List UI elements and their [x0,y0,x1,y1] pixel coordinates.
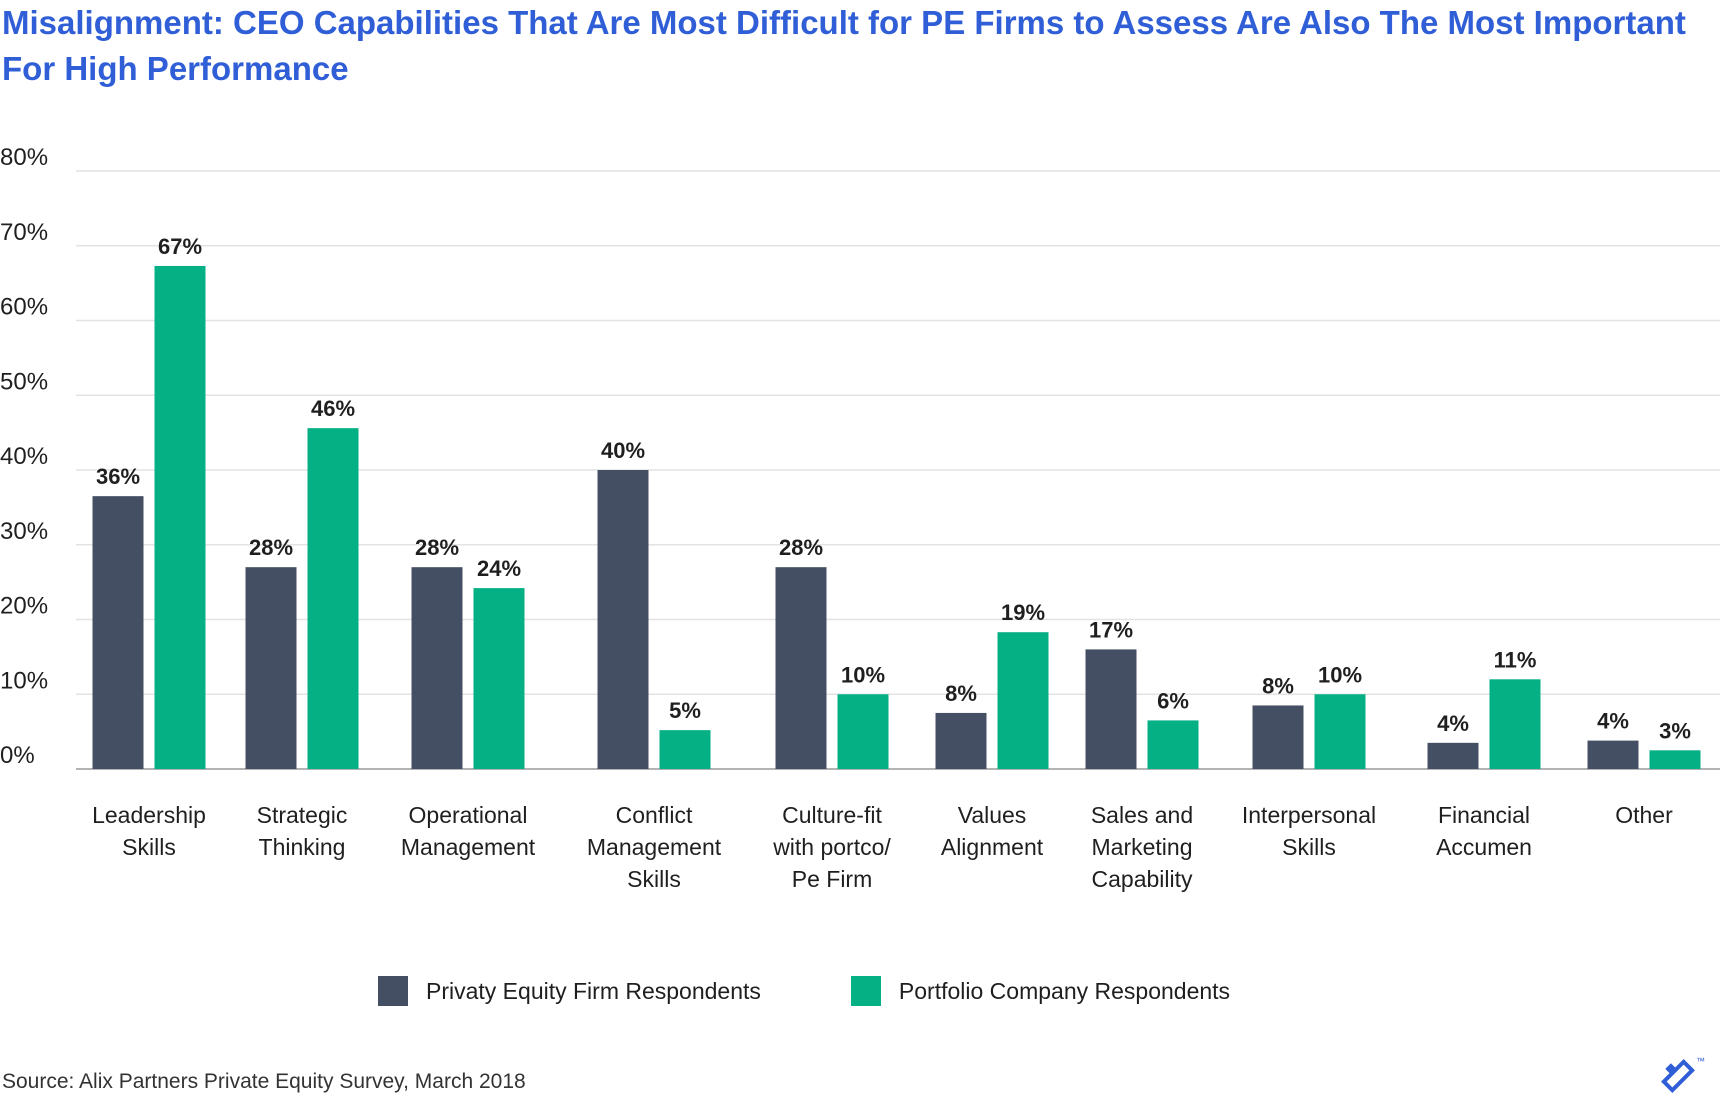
y-tick-label: 50% [0,368,48,395]
y-tick-label: 10% [0,667,48,694]
data-label: 4% [1437,711,1469,736]
bar-pe-firm [597,470,649,769]
category-label: Conflict Management Skills [587,802,722,892]
category-label: Strategic Thinking [257,802,348,860]
bar-portfolio [997,632,1049,769]
data-label: 11% [1494,647,1537,672]
y-axis-ticks: 0% 10% 20% 30% 40% 50% 60% 70% 80% [0,144,48,769]
data-label: 28% [779,535,823,560]
category-label: Interpersonal Skills [1242,802,1376,860]
bar-pe-firm [1085,649,1137,769]
data-label: 46% [311,396,355,421]
data-label: 36% [96,464,140,489]
bar-portfolio [659,730,711,769]
source-note: Source: Alix Partners Private Equity Sur… [2,1070,526,1093]
category-label: Sales and Marketing Capability [1091,802,1193,892]
bar-pe-firm [92,496,144,769]
bar-portfolio [837,694,889,769]
bar-pe-firm [775,567,827,769]
chart-title: Misalignment: CEO Capabilities That Are … [2,4,1686,87]
category-label: Financial Accumen [1436,802,1532,860]
bar-portfolio [473,588,525,769]
category-label: Culture-fit with portco/Pe Firm [772,802,891,892]
bar-portfolio [1147,720,1199,769]
bar-portfolio [1649,750,1701,769]
bar-pe-firm [1587,740,1639,769]
trademark-symbol: ™ [1696,1056,1705,1066]
bar-portfolio [154,265,206,769]
data-label: 10% [841,662,885,687]
x-axis-categories: Leadership Skills Strategic Thinking Operati… [92,802,1673,892]
y-tick-label: 0% [0,742,35,769]
legend-item-pe-firm: Privaty Equity Firm Respondents [378,976,761,1006]
bar-pe-firm [411,567,463,769]
y-tick-label: 30% [0,518,48,545]
data-label: 8% [1262,673,1294,698]
legend-item-portfolio: Portfolio Company Respondents [850,976,1231,1006]
data-label: 40% [601,438,645,463]
bar-portfolio [307,428,359,769]
bar-pe-firm [1427,742,1479,769]
y-tick-label: 70% [0,219,48,246]
y-tick-label: 20% [0,593,48,620]
bar-portfolio [1489,679,1541,769]
category-label: Operational Management [401,802,536,860]
data-label: 6% [1157,688,1189,713]
data-label: 5% [669,698,701,723]
data-label: 17% [1089,617,1133,642]
data-label: 8% [945,681,977,706]
toptal-logo-icon: ™ [1661,1056,1705,1093]
legend-label-portfolio: Portfolio Company Respondents [898,977,1231,1004]
data-label: 19% [1001,600,1045,625]
legend: Privaty Equity Firm Respondents Portfoli… [378,976,1230,1006]
bar-pe-firm [245,567,297,769]
data-label: 10% [1318,662,1362,687]
data-label: 67% [158,234,202,259]
legend-swatch-portfolio [850,976,881,1006]
bar-pe-firm [935,712,987,769]
legend-swatch-pe-firm [378,976,408,1006]
legend-label-pe-firm: Privaty Equity Firm Respondents [426,977,761,1004]
data-label: 3% [1659,718,1691,743]
bar-portfolio [1314,694,1366,769]
y-tick-label: 60% [0,294,48,321]
category-label: Values Alignment [941,802,1044,860]
category-label: Other [1615,802,1673,828]
y-tick-label: 80% [0,144,48,171]
bar-pe-firm [1252,705,1304,769]
category-label: Leadership Skills [92,802,206,860]
data-labels: 36% 67% 28% 46% 28% 24% 40% 5% 28% 10% 8% 19% 17% 6% 8… [96,234,1691,743]
data-label: 28% [249,535,293,560]
data-label: 28% [415,535,459,560]
data-label: 24% [477,556,521,581]
y-tick-label: 40% [0,443,48,470]
bars [92,265,1701,769]
data-label: 4% [1597,709,1629,734]
